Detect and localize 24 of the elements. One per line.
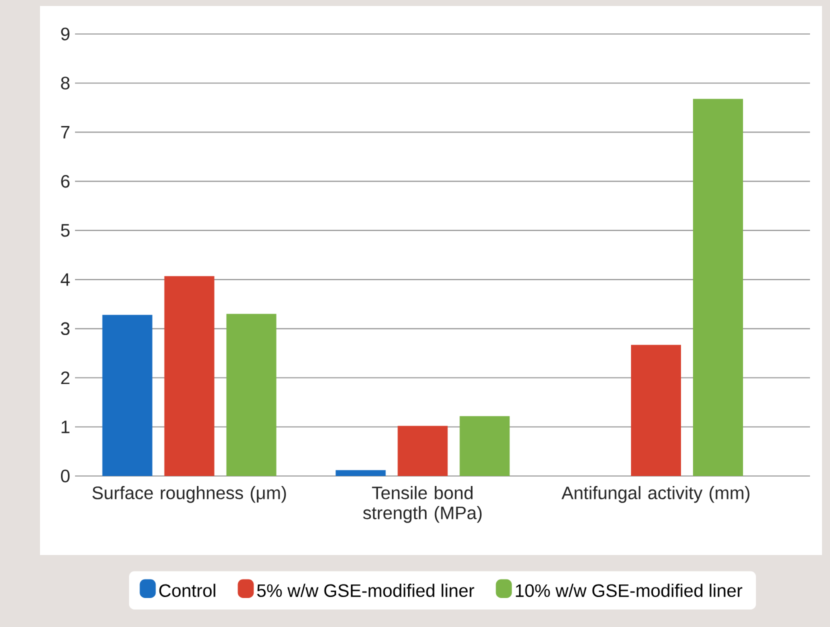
legend-label: Control bbox=[159, 584, 216, 597]
x-tick-label: Tensile bond strength (MPa) bbox=[363, 486, 482, 523]
y-tick-label: 8 bbox=[61, 76, 70, 90]
y-tick-label: 4 bbox=[60, 273, 70, 286]
bar bbox=[102, 314, 152, 476]
y-tick-label: 3 bbox=[60, 322, 70, 336]
y-tick-label: 2 bbox=[61, 371, 70, 384]
y-tick-label: 1 bbox=[62, 420, 70, 434]
x-tick-label: Antifungal activity (mm) bbox=[562, 486, 750, 503]
y-tick-label: 6 bbox=[61, 174, 70, 188]
y-tick-label: 0 bbox=[60, 470, 70, 482]
y-tick-label: 7 bbox=[61, 126, 70, 138]
bar bbox=[631, 344, 682, 476]
y-tick-label: 5 bbox=[60, 224, 70, 237]
bar bbox=[398, 426, 448, 476]
legend-label: 10% w/w GSE-modified liner bbox=[516, 584, 742, 597]
legend-label: 5% w/w GSE-modified liner bbox=[257, 584, 474, 597]
bar bbox=[336, 470, 386, 476]
x-tick-label: Surface roughness (μm) bbox=[92, 486, 286, 503]
bar bbox=[226, 314, 276, 476]
y-tick-label: 9 bbox=[61, 28, 70, 40]
bar bbox=[460, 416, 510, 476]
bar bbox=[164, 276, 214, 476]
bar bbox=[693, 98, 744, 476]
